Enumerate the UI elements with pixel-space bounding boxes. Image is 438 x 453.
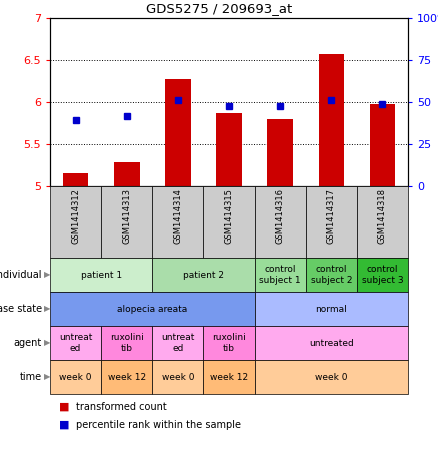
Text: ▶: ▶: [44, 372, 50, 381]
Text: control
subject 1: control subject 1: [259, 265, 301, 284]
Text: untreat
ed: untreat ed: [59, 333, 92, 353]
Text: ruxolini
tib: ruxolini tib: [212, 333, 246, 353]
Bar: [216, 113, 242, 186]
Bar: [165, 79, 191, 186]
Text: patient 2: patient 2: [183, 270, 224, 280]
Bar: [50, 292, 254, 326]
Text: week 0: week 0: [162, 372, 194, 381]
Bar: [63, 173, 88, 186]
Text: week 0: week 0: [315, 372, 347, 381]
Text: week 12: week 12: [108, 372, 146, 381]
Bar: [357, 258, 408, 292]
Text: untreated: untreated: [309, 338, 353, 347]
Text: GSM1414314: GSM1414314: [173, 188, 182, 244]
Bar: [254, 292, 408, 326]
Bar: [254, 326, 408, 360]
Bar: [50, 186, 101, 258]
Bar: [50, 326, 101, 360]
Text: individual: individual: [0, 270, 42, 280]
Text: untreat
ed: untreat ed: [161, 333, 194, 353]
Text: patient 1: patient 1: [81, 270, 122, 280]
Bar: [203, 326, 254, 360]
Text: GSM1414318: GSM1414318: [378, 188, 387, 244]
Bar: [306, 186, 357, 258]
Text: alopecia areata: alopecia areata: [117, 304, 187, 313]
Text: week 12: week 12: [210, 372, 248, 381]
Bar: [152, 360, 203, 394]
Bar: [254, 258, 306, 292]
Text: ruxolini
tib: ruxolini tib: [110, 333, 144, 353]
Text: ▶: ▶: [44, 270, 50, 280]
Bar: [370, 104, 395, 186]
Bar: [50, 258, 152, 292]
Text: GSM1414315: GSM1414315: [225, 188, 233, 244]
Text: ▶: ▶: [44, 338, 50, 347]
Text: percentile rank within the sample: percentile rank within the sample: [76, 420, 241, 430]
Bar: [101, 360, 152, 394]
Bar: [318, 54, 344, 186]
Text: week 0: week 0: [59, 372, 92, 381]
Text: transformed count: transformed count: [76, 402, 167, 412]
Bar: [306, 258, 357, 292]
Text: GSM1414312: GSM1414312: [71, 188, 80, 244]
Bar: [203, 186, 254, 258]
Bar: [152, 258, 254, 292]
Bar: [152, 186, 203, 258]
Bar: [50, 360, 101, 394]
Text: GSM1414313: GSM1414313: [122, 188, 131, 244]
Text: GSM1414317: GSM1414317: [327, 188, 336, 244]
Text: ■: ■: [59, 420, 69, 430]
Text: GSM1414316: GSM1414316: [276, 188, 285, 244]
Text: ■: ■: [59, 402, 69, 412]
Text: ▶: ▶: [44, 304, 50, 313]
Text: disease state: disease state: [0, 304, 42, 314]
Bar: [203, 360, 254, 394]
Bar: [254, 360, 408, 394]
Bar: [152, 326, 203, 360]
Text: agent: agent: [14, 338, 42, 348]
Text: control
subject 3: control subject 3: [362, 265, 403, 284]
Text: normal: normal: [315, 304, 347, 313]
Text: time: time: [20, 372, 42, 382]
Bar: [114, 163, 139, 186]
Text: control
subject 2: control subject 2: [311, 265, 352, 284]
Bar: [101, 326, 152, 360]
Bar: [267, 119, 293, 186]
Bar: [101, 186, 152, 258]
Bar: [254, 186, 306, 258]
Text: GDS5275 / 209693_at: GDS5275 / 209693_at: [146, 2, 292, 15]
Bar: [357, 186, 408, 258]
